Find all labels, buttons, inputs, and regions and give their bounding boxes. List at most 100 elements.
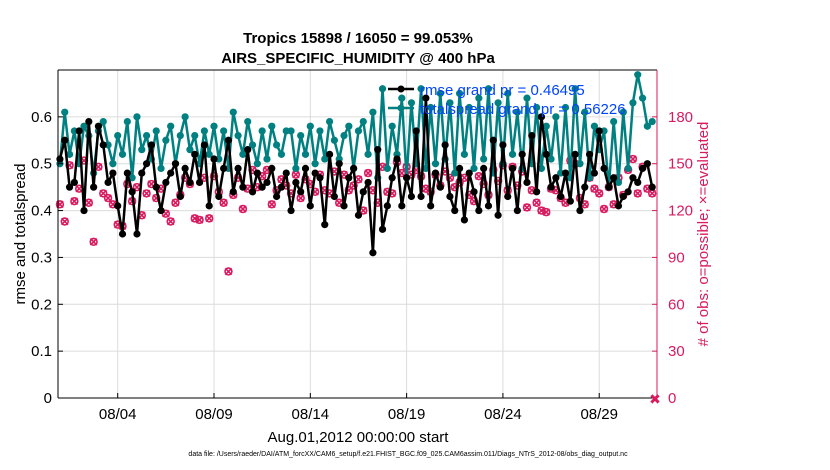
- data-file-caption: data file: /Users/raeder/DAI/ATM_forcXX/…: [188, 451, 628, 458]
- rmse-point: [374, 146, 382, 154]
- x-tick-labels: 08/04 08/09 08/14 08/19 08/24 08/29: [99, 393, 618, 423]
- y-right-tick-label: 0: [668, 390, 676, 407]
- obs-possible-marker: [55, 200, 65, 209]
- rmse-point: [273, 192, 281, 201]
- rmse-point: [455, 164, 464, 172]
- totalspread-point: [109, 160, 117, 168]
- rmse-point: [85, 117, 93, 126]
- rmse-point: [282, 169, 290, 177]
- y-right-tick-label: 90: [668, 249, 685, 266]
- rmse-point: [422, 94, 430, 102]
- y-axis-label: rmse and totalspread: [12, 164, 29, 305]
- rmse-point: [552, 174, 560, 182]
- rmse-point: [195, 178, 204, 187]
- rmse-point: [345, 174, 353, 182]
- rmse-point: [431, 169, 440, 177]
- totalspread-point: [552, 113, 560, 121]
- totalspread-point: [152, 127, 160, 135]
- totalspread-point: [157, 164, 165, 172]
- totalspread-point: [451, 169, 459, 177]
- totalspread-point: [581, 108, 589, 116]
- y-tick-label: 0.3: [31, 249, 52, 266]
- rmse-point: [114, 202, 122, 210]
- obs-zero-marker: ✖: [649, 391, 661, 407]
- x-tick-label: 08/19: [388, 406, 426, 423]
- y-tick-label: 0: [44, 390, 52, 407]
- obs-possible-marker: [633, 189, 642, 198]
- totalspread-point: [354, 127, 363, 135]
- rmse-point: [311, 169, 319, 177]
- rmse-point: [571, 150, 579, 158]
- totalspread-point: [610, 117, 618, 126]
- y-tick-label: 0.4: [31, 203, 52, 220]
- rmse-point: [643, 160, 651, 168]
- chart-subtitle: AIRS_SPECIFIC_HUMIDITY @ 400 hPa: [221, 50, 495, 67]
- rmse-point: [480, 164, 488, 172]
- totalspread-point: [65, 150, 74, 158]
- obs-possible-marker: [60, 217, 69, 226]
- rmse-point: [369, 249, 377, 257]
- totalspread-point: [513, 108, 521, 116]
- obs-possible-marker: [542, 207, 551, 217]
- left-tick-labels: 0 0.1 0.2 0.3 0.4 0.5 0.6: [31, 109, 63, 407]
- rmse-point: [581, 183, 589, 191]
- totalspread-point: [234, 132, 242, 140]
- obs-possible-marker: [267, 200, 276, 209]
- y-tick-label: 0.6: [31, 109, 52, 126]
- totalspread-point: [292, 164, 300, 172]
- rmse-point: [210, 155, 218, 163]
- totalspread-point: [61, 108, 69, 116]
- obs-possible-marker: [70, 197, 79, 206]
- rmse-point: [610, 174, 618, 182]
- rmse-point: [157, 206, 165, 215]
- y-right-tick-label: 150: [668, 156, 693, 173]
- rmse-point: [292, 178, 300, 187]
- rmse-point: [595, 127, 603, 135]
- totalspread-point: [388, 122, 396, 130]
- totalspread-point: [133, 113, 141, 121]
- rmse-point: [147, 141, 156, 149]
- rmse-point: [513, 206, 521, 215]
- totalspread-point: [427, 103, 435, 112]
- totalspread-point: [316, 127, 324, 135]
- rmse-point: [350, 164, 358, 172]
- totalspread-point: [508, 150, 517, 158]
- rmse-point: [80, 206, 88, 215]
- totalspread-point: [638, 94, 647, 102]
- rmse-point: [335, 160, 343, 168]
- rmse-point: [277, 183, 286, 191]
- rmse-point: [523, 178, 531, 187]
- totalspread-point: [547, 155, 555, 163]
- totalspread-point: [585, 174, 594, 182]
- rmse-point: [340, 202, 348, 210]
- obs-possible-marker: [349, 181, 358, 190]
- obs-possible-marker: [595, 189, 604, 198]
- rmse-point: [104, 178, 112, 187]
- totalspread-point: [643, 122, 651, 130]
- totalspread-point: [475, 94, 483, 102]
- totalspread-point: [128, 174, 136, 182]
- totalspread-point: [311, 160, 319, 168]
- x-tick-label: 08/09: [195, 406, 233, 423]
- rmse-point: [561, 169, 570, 177]
- totalspread-point: [378, 85, 387, 93]
- totalspread-point: [176, 132, 184, 140]
- totalspread-point: [239, 150, 247, 158]
- y-right-tick-label: 30: [668, 343, 685, 360]
- y-tick-label: 0.2: [31, 296, 52, 313]
- totalspread-point: [191, 132, 199, 140]
- totalspread-point: [619, 108, 627, 116]
- rmse-point: [258, 183, 266, 191]
- obs-possible-marker: [204, 214, 214, 223]
- totalspread-point: [181, 113, 189, 121]
- x-tick-label: 08/29: [580, 406, 618, 423]
- rmse-point: [142, 160, 151, 168]
- totalspread-point: [455, 89, 464, 98]
- totalspread-point: [417, 85, 425, 93]
- rmse-point: [167, 169, 175, 177]
- rmse-point: [576, 206, 584, 215]
- totalspread-point: [142, 132, 151, 140]
- totalspread-point: [220, 127, 228, 135]
- rmse-point: [65, 183, 74, 191]
